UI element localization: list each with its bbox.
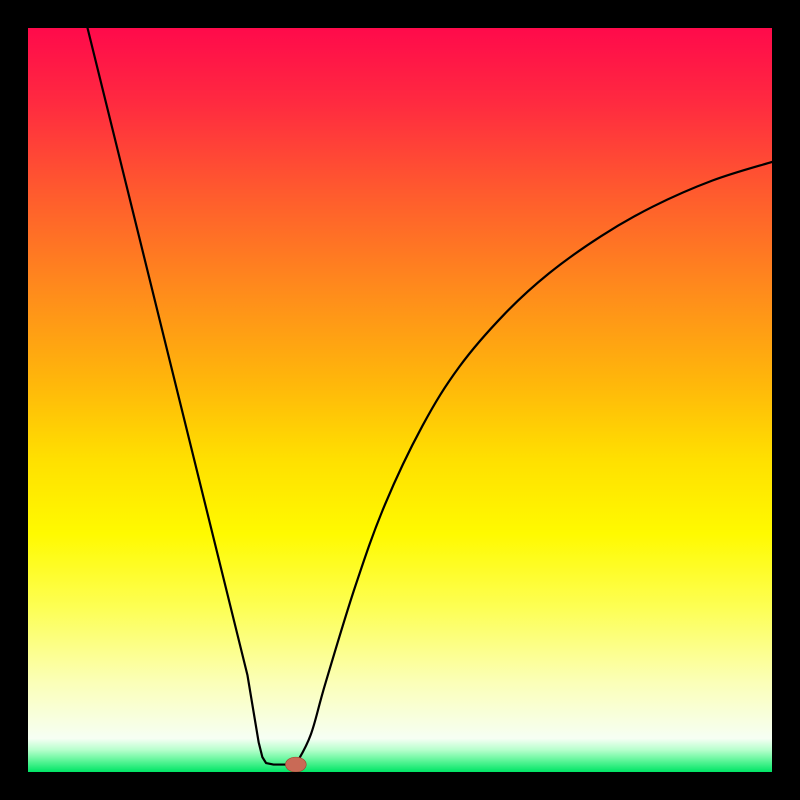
bottleneck-chart-svg: [28, 28, 772, 772]
frame-border-bottom: [0, 772, 800, 800]
chart-plot-area: [28, 28, 772, 772]
frame-border-right: [772, 0, 800, 800]
optimal-point-marker: [285, 757, 306, 772]
frame-border-top: [0, 0, 800, 28]
gradient-background: [28, 28, 772, 772]
frame-border-left: [0, 0, 28, 800]
